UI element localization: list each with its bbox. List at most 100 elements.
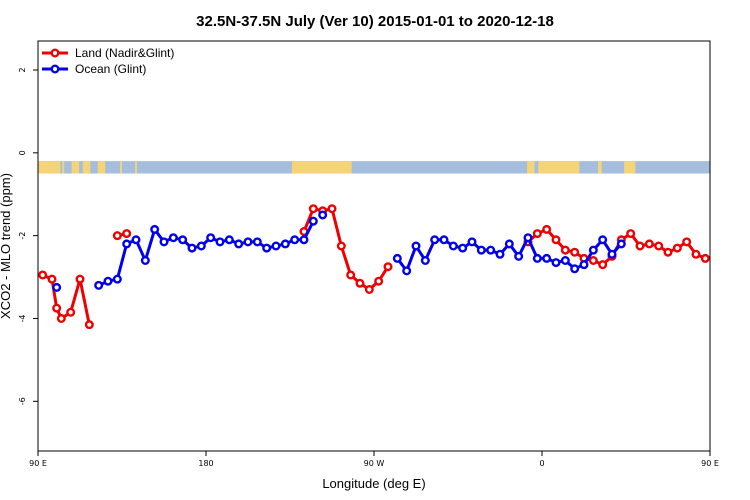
land-data-point xyxy=(47,274,57,284)
ocean-data-point xyxy=(224,235,234,245)
land-data-point xyxy=(654,241,664,251)
ocean-data-point xyxy=(234,239,244,249)
land-data-point xyxy=(739,278,746,285)
land-data-point xyxy=(682,237,692,247)
y-tick-label: 0 xyxy=(18,150,27,155)
land-band-segment xyxy=(135,161,137,174)
ocean-data-point xyxy=(532,253,542,263)
land-band-segment xyxy=(56,161,61,174)
legend-land-label: Land (Nadir&Glint) xyxy=(75,46,174,60)
land-data-point xyxy=(364,284,374,294)
land-data-point xyxy=(700,253,710,263)
land-band-segment xyxy=(624,161,636,174)
land-data-point xyxy=(346,270,356,280)
ocean-data-point xyxy=(94,280,104,290)
legend-land-marker xyxy=(50,48,60,58)
land-data-point xyxy=(560,245,570,255)
ocean-data-point xyxy=(122,239,132,249)
ocean-data-point xyxy=(439,235,449,245)
land-data-point xyxy=(122,229,132,239)
ocean-data-point xyxy=(560,255,570,265)
ocean-data-point xyxy=(159,237,169,247)
ocean-data-point xyxy=(411,241,421,251)
ocean-data-point xyxy=(448,241,458,251)
ocean-data-point xyxy=(467,237,477,247)
ocean-data-point xyxy=(504,239,514,249)
ocean-data-point xyxy=(187,243,197,253)
ocean-series-line xyxy=(98,220,315,287)
land-band-segment xyxy=(291,161,311,174)
land-data-point xyxy=(691,249,701,259)
ocean-data-point xyxy=(392,253,402,263)
land-data-point xyxy=(336,241,346,251)
ocean-data-point xyxy=(551,258,561,268)
ocean-data-point xyxy=(112,274,122,284)
y-axis: 2 0 -2 -4 -6 xyxy=(18,67,38,405)
land-ocean-mask-band xyxy=(38,161,710,174)
land-data-point xyxy=(626,229,636,239)
ocean-band xyxy=(38,161,710,174)
y-tick-label: -6 xyxy=(18,397,27,405)
legend-ocean-marker xyxy=(50,64,60,74)
x-tick-label: 90 E xyxy=(29,459,47,468)
land-data-point xyxy=(588,255,598,265)
land-data-point xyxy=(542,224,552,234)
ocean-data-point xyxy=(215,237,225,247)
land-data-point xyxy=(84,320,94,330)
land-data-point xyxy=(711,253,718,260)
y-tick-label: 2 xyxy=(18,67,27,72)
ocean-data-point xyxy=(206,233,216,243)
ocean-data-point xyxy=(131,235,141,245)
ocean-data-point xyxy=(476,245,486,255)
land-data-point xyxy=(532,229,542,239)
ocean-data-point xyxy=(280,239,290,249)
series-layer xyxy=(38,204,746,330)
x-tick-label: 0 xyxy=(539,459,544,468)
land-data-point xyxy=(374,276,384,286)
ocean-data-point xyxy=(542,253,552,263)
land-data-point xyxy=(56,313,66,323)
land-band-segment xyxy=(38,161,57,174)
land-band-segment xyxy=(538,161,580,174)
land-series-line xyxy=(302,207,390,291)
x-tick-label: 180 xyxy=(198,459,213,468)
ocean-data-point xyxy=(514,251,524,261)
ocean-data-point xyxy=(486,245,496,255)
land-band-segment xyxy=(527,161,535,174)
ocean-data-point xyxy=(290,235,300,245)
ocean-data-point xyxy=(420,255,430,265)
land-data-point xyxy=(570,247,580,257)
ocean-data-point xyxy=(252,237,262,247)
land-series xyxy=(38,204,746,330)
y-tick-label: -4 xyxy=(18,314,27,322)
land-data-point xyxy=(644,239,654,249)
ocean-data-point xyxy=(262,243,272,253)
legend-ocean-label: Ocean (Glint) xyxy=(75,62,146,76)
ocean-data-point xyxy=(196,241,206,251)
legend: Land (Nadir&Glint) Ocean (Glint) xyxy=(42,46,174,76)
land-data-point xyxy=(52,303,62,313)
land-data-point xyxy=(635,241,645,251)
land-band-segment xyxy=(120,161,122,174)
land-data-point xyxy=(672,243,682,253)
ocean-data-point xyxy=(271,241,281,251)
land-data-point xyxy=(730,272,737,279)
ocean-data-point xyxy=(458,243,468,253)
land-band-segment xyxy=(62,161,65,174)
land-data-point xyxy=(112,231,122,241)
x-tick-label: 90 W xyxy=(364,459,385,468)
x-axis-label: Longitude (deg E) xyxy=(322,476,425,491)
ocean-data-point xyxy=(299,235,309,245)
land-data-point xyxy=(38,270,48,280)
ocean-data-point xyxy=(495,249,505,259)
y-axis-label: XCO2 - MLO trend (ppm) xyxy=(0,173,13,319)
land-band-segment xyxy=(598,161,602,174)
land-data-point xyxy=(598,260,608,270)
ocean-data-point xyxy=(103,276,113,286)
ocean-data-point xyxy=(308,216,318,226)
land-data-point xyxy=(75,274,85,284)
x-tick-label: 90 E xyxy=(701,459,719,468)
land-band-segment xyxy=(310,161,352,174)
ocean-data-point xyxy=(579,260,589,270)
